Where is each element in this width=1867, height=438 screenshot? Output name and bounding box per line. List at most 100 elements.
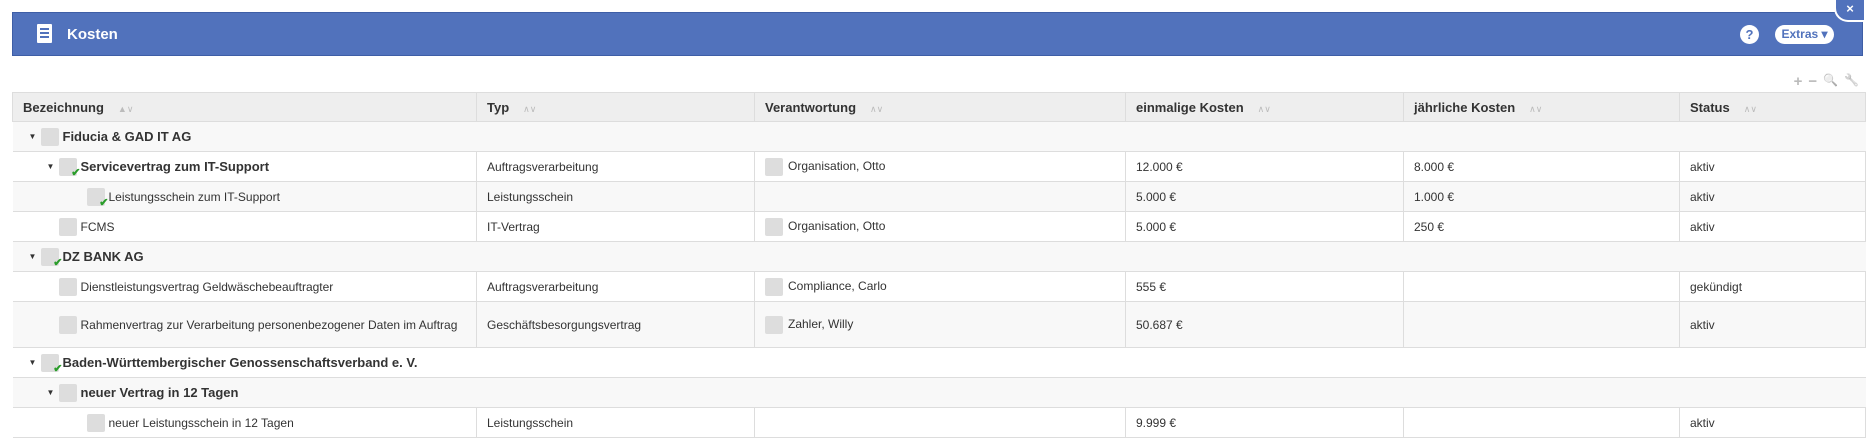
owner: Compliance, Carlo: [788, 278, 887, 293]
contract-icon: ✔: [58, 157, 81, 179]
contract-icon: [86, 413, 105, 432]
sort-icon[interactable]: ∧∨: [870, 103, 884, 114]
close-button[interactable]: ×: [1834, 0, 1864, 22]
sort-icon[interactable]: ∧∨: [1743, 103, 1757, 114]
owner-cell: Zahler, Willy: [754, 301, 1126, 348]
row-name: Fiducia & GAD IT AG: [62, 129, 192, 144]
yearly-cost-cell: [1403, 301, 1680, 348]
help-button[interactable]: ?: [1740, 25, 1759, 44]
check-icon: ✔: [53, 256, 63, 269]
column-label: Typ: [487, 99, 510, 115]
table-row[interactable]: ▼ ✔ Servicevertrag zum IT-Support Auftrags…: [12, 151, 1866, 182]
type-cell: Leistungsschein: [476, 407, 755, 438]
yearly-cost-cell: 250 €: [1403, 211, 1680, 242]
contract-icon: [58, 383, 77, 402]
column-header[interactable]: jährliche Kosten ∧∨: [1403, 92, 1680, 122]
status-cell: aktiv: [1679, 211, 1866, 242]
sort-icon[interactable]: ∧∨: [1257, 103, 1271, 114]
expand-all-icon[interactable]: +: [1793, 73, 1803, 90]
organization-icon: ✔: [40, 353, 63, 375]
one-time-cost-cell: 50.687 €: [1125, 301, 1404, 348]
table-row[interactable]: Rahmenvertrag zur Verarbeitung personenb…: [12, 301, 1866, 348]
type-cell: IT-Vertrag: [476, 211, 755, 242]
row-name: Baden-Württembergischer Genossenschaftsv…: [62, 355, 418, 370]
wrench-icon[interactable]: 🔧: [1844, 73, 1859, 87]
row-name: Leistungsschein zum IT-Support: [108, 189, 280, 204]
column-header[interactable]: Typ ∧∨: [476, 92, 755, 122]
one-time-cost-cell: 5.000 €: [1125, 211, 1404, 242]
panel-title: Kosten: [67, 26, 118, 43]
document-icon: [37, 24, 52, 43]
column-label: jährliche Kosten: [1414, 99, 1516, 115]
avatar-icon: [765, 315, 783, 334]
row-name: Servicevertrag zum IT-Support: [80, 159, 270, 174]
table-row[interactable]: ▼ ✔ Baden-Württembergischer Genossenschaft…: [12, 347, 1866, 378]
check-icon: ✔: [53, 362, 63, 375]
table-row[interactable]: Dienstleistungsvertrag Geldwäschebeauftr…: [12, 271, 1866, 302]
table-row[interactable]: ✔ Leistungsschein zum IT-Support Leistung…: [12, 181, 1866, 212]
sort-icon[interactable]: ∧∨: [523, 103, 537, 114]
panel-header: Kosten ? Extras ▾: [12, 12, 1863, 56]
search-icon[interactable]: 🔍: [1823, 73, 1839, 87]
sort-icon[interactable]: ∧∨: [1529, 103, 1543, 114]
organization-icon: [40, 127, 59, 146]
row-name: neuer Leistungsschein in 12 Tagen: [108, 415, 294, 430]
type-cell: Geschäftsbesorgungsvertrag: [476, 301, 755, 348]
one-time-cost-cell: 5.000 €: [1125, 181, 1404, 212]
row-name: Dienstleistungsvertrag Geldwäschebeauftr…: [80, 279, 334, 294]
yearly-cost-cell: 8.000 €: [1403, 151, 1680, 182]
row-name: neuer Vertrag in 12 Tagen: [80, 385, 239, 400]
owner: Organisation, Otto: [788, 158, 886, 173]
table-row[interactable]: ▼ neuer Vertrag in 12 Tagen: [12, 377, 1866, 408]
expand-toggle-icon[interactable]: ▼: [28, 132, 37, 141]
table-row[interactable]: ▼ ✔ DZ BANK AG: [12, 241, 1866, 272]
check-icon: ✔: [71, 166, 81, 179]
owner-cell: Compliance, Carlo: [754, 271, 1126, 302]
column-label: Status: [1690, 99, 1730, 115]
expand-toggle-icon[interactable]: ▼: [46, 162, 55, 171]
owner: Organisation, Otto: [788, 218, 886, 233]
column-label: Verantwortung: [765, 99, 857, 115]
cost-tree-table: Bezeichnung ▲∨ Typ ∧∨ Verantwortung ∧∨ einmali…: [12, 92, 1866, 438]
column-header[interactable]: Verantwortung ∧∨: [754, 92, 1126, 122]
row-name: FCMS: [80, 219, 115, 234]
owner-cell: [754, 181, 1126, 212]
column-header[interactable]: Bezeichnung ▲∨: [12, 92, 477, 122]
contract-icon: [58, 315, 77, 334]
owner-cell: Organisation, Otto: [754, 151, 1126, 182]
organization-icon: ✔: [40, 247, 63, 269]
contract-icon: ✔: [86, 187, 109, 209]
type-cell: Auftragsverarbeitung: [476, 271, 755, 302]
avatar-icon: [765, 217, 783, 236]
one-time-cost-cell: 12.000 €: [1125, 151, 1404, 182]
extras-dropdown-button[interactable]: Extras ▾: [1775, 25, 1834, 44]
table-toolbar: + − 🔍 🔧: [1794, 73, 1859, 90]
one-time-cost-cell: 555 €: [1125, 271, 1404, 302]
sort-icon[interactable]: ▲∨: [117, 103, 134, 114]
avatar-icon: [765, 277, 783, 296]
yearly-cost-cell: [1403, 271, 1680, 302]
expand-toggle-icon[interactable]: ▼: [46, 388, 55, 397]
column-header[interactable]: einmalige Kosten ∧∨: [1125, 92, 1404, 122]
table-row[interactable]: neuer Leistungsschein in 12 Tagen Leistu…: [12, 407, 1866, 438]
column-header[interactable]: Status ∧∨: [1679, 92, 1866, 122]
status-cell: gekündigt: [1679, 271, 1866, 302]
contract-icon: [58, 277, 77, 296]
owner-cell: [754, 407, 1126, 438]
type-cell: Leistungsschein: [476, 181, 755, 212]
column-label: einmalige Kosten: [1136, 99, 1244, 115]
table-row[interactable]: FCMS IT-Vertrag Organisation, Otto 5.000…: [12, 211, 1866, 242]
owner: Zahler, Willy: [788, 316, 854, 331]
owner-cell: Organisation, Otto: [754, 211, 1126, 242]
row-name: DZ BANK AG: [62, 249, 144, 264]
expand-toggle-icon[interactable]: ▼: [28, 252, 37, 261]
status-cell: aktiv: [1679, 151, 1866, 182]
table-row[interactable]: ▼ Fiducia & GAD IT AG: [12, 121, 1866, 152]
collapse-all-icon[interactable]: −: [1808, 73, 1818, 90]
status-cell: aktiv: [1679, 301, 1866, 348]
expand-toggle-icon[interactable]: ▼: [28, 358, 37, 367]
row-name: Rahmenvertrag zur Verarbeitung personenb…: [80, 317, 458, 332]
yearly-cost-cell: 1.000 €: [1403, 181, 1680, 212]
yearly-cost-cell: [1403, 407, 1680, 438]
status-cell: aktiv: [1679, 407, 1866, 438]
